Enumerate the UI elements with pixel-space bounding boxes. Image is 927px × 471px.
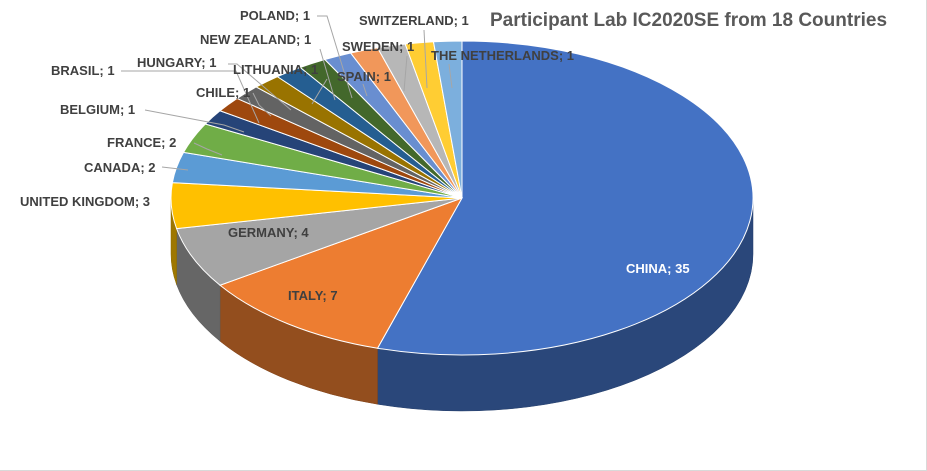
slice-the-netherlands — [432, 40, 463, 199]
leader-line-the-netherlands — [448, 63, 453, 89]
leader-line-brasil — [121, 70, 260, 124]
pie-top — [170, 40, 754, 356]
data-label-brasil: BRASIL; 1 — [51, 63, 115, 78]
data-label-the-netherlands: THE NETHERLANDS; 1 — [431, 48, 574, 63]
leader-line-switzerland — [423, 29, 428, 89]
data-labels: CHINA; 35 ITALY; 7 GERMANY; 4 UNITED KINGDO… — [20, 8, 690, 303]
data-label-spain: SPAIN; 1 — [337, 69, 391, 84]
slice-italy — [219, 197, 464, 349]
pie-side-walls — [170, 197, 754, 412]
data-label-sweden: SWEDEN; 1 — [342, 39, 414, 54]
data-label-canada: CANADA; 2 — [84, 160, 156, 175]
leader-line-poland — [317, 15, 353, 99]
leader-line-chile — [252, 92, 272, 117]
data-label-new-zealand: NEW ZEALAND; 1 — [200, 32, 311, 47]
data-label-italy: ITALY; 7 — [288, 288, 338, 303]
leader-line-canada — [161, 166, 189, 171]
slice-china — [376, 40, 754, 356]
data-label-france: FRANCE; 2 — [107, 135, 176, 150]
chart-title: Participant Lab IC2020SE from 18 Countri… — [490, 10, 888, 31]
leader-line-france — [193, 142, 223, 156]
data-label-united-kingdom: UNITED KINGDOM; 3 — [20, 194, 150, 209]
data-label-germany: GERMANY; 4 — [228, 225, 309, 240]
data-label-belgium: BELGIUM; 1 — [60, 102, 135, 117]
leader-line-belgium — [144, 109, 245, 133]
leader-lines — [121, 15, 453, 171]
data-label-lithuania: LITHUANIA; 1 — [233, 62, 318, 77]
leader-line-spain — [362, 83, 368, 97]
data-label-switzerland: SWITZERLAND; 1 — [359, 13, 469, 28]
data-label-chile: CHILE; 1 — [196, 85, 250, 100]
leader-line-sweden — [403, 55, 408, 92]
leader-line-hungary — [228, 63, 292, 111]
leader-line-new-zealand — [319, 48, 336, 101]
data-label-poland: POLAND; 1 — [240, 8, 310, 23]
leader-line-lithuania — [311, 78, 328, 105]
data-label-hungary: HUNGARY; 1 — [137, 55, 216, 70]
slice-germany — [175, 197, 463, 286]
data-label-china: CHINA; 35 — [626, 261, 690, 276]
